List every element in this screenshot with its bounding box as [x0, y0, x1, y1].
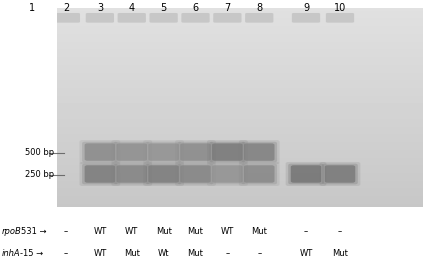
FancyBboxPatch shape: [82, 142, 118, 162]
Text: –: –: [225, 249, 230, 258]
Bar: [23, 68, 41, 71]
FancyBboxPatch shape: [180, 165, 211, 183]
FancyBboxPatch shape: [116, 143, 147, 161]
FancyBboxPatch shape: [146, 142, 181, 162]
FancyBboxPatch shape: [244, 165, 275, 183]
Text: 6: 6: [193, 3, 198, 13]
FancyBboxPatch shape: [143, 140, 184, 164]
Text: WT: WT: [125, 227, 139, 236]
FancyBboxPatch shape: [178, 142, 213, 162]
FancyBboxPatch shape: [320, 162, 360, 186]
Bar: [21, 45, 43, 50]
FancyBboxPatch shape: [292, 13, 320, 23]
Text: Wt: Wt: [158, 249, 170, 258]
Text: Mut: Mut: [251, 227, 267, 236]
Text: –: –: [64, 227, 68, 236]
FancyBboxPatch shape: [175, 162, 216, 186]
FancyBboxPatch shape: [181, 13, 210, 23]
Bar: [26, 107, 38, 109]
Bar: [24, 87, 40, 89]
FancyBboxPatch shape: [118, 13, 146, 23]
FancyBboxPatch shape: [178, 164, 213, 184]
Text: –: –: [338, 227, 342, 236]
FancyBboxPatch shape: [210, 142, 245, 162]
FancyBboxPatch shape: [325, 165, 355, 183]
FancyBboxPatch shape: [143, 162, 184, 186]
FancyBboxPatch shape: [79, 162, 120, 186]
Text: WT: WT: [221, 227, 234, 236]
FancyBboxPatch shape: [180, 143, 211, 161]
FancyBboxPatch shape: [286, 162, 326, 186]
FancyBboxPatch shape: [245, 13, 273, 23]
FancyBboxPatch shape: [148, 143, 179, 161]
Text: 5: 5: [161, 3, 167, 13]
FancyBboxPatch shape: [212, 143, 243, 161]
FancyBboxPatch shape: [239, 162, 280, 186]
Text: –: –: [257, 249, 261, 258]
FancyBboxPatch shape: [82, 164, 118, 184]
FancyBboxPatch shape: [18, 13, 46, 23]
Text: Mut: Mut: [187, 227, 204, 236]
Text: –: –: [304, 227, 308, 236]
Text: Mut: Mut: [332, 249, 348, 258]
Text: WT: WT: [93, 227, 107, 236]
FancyBboxPatch shape: [148, 165, 179, 183]
Text: 250 bp: 250 bp: [25, 170, 54, 179]
FancyBboxPatch shape: [175, 140, 216, 164]
Text: -15 →: -15 →: [20, 249, 43, 258]
FancyBboxPatch shape: [52, 13, 80, 23]
Text: –: –: [64, 249, 68, 258]
FancyBboxPatch shape: [114, 142, 150, 162]
Bar: [21, 35, 42, 39]
Text: 7: 7: [224, 3, 230, 13]
Text: 9: 9: [303, 3, 309, 13]
FancyBboxPatch shape: [322, 164, 358, 184]
Text: 2: 2: [63, 3, 69, 13]
FancyBboxPatch shape: [116, 165, 147, 183]
FancyBboxPatch shape: [111, 140, 152, 164]
Text: 1: 1: [29, 3, 35, 13]
FancyBboxPatch shape: [291, 165, 321, 183]
FancyBboxPatch shape: [244, 143, 275, 161]
Text: Mut: Mut: [187, 249, 204, 258]
FancyBboxPatch shape: [111, 162, 152, 186]
FancyBboxPatch shape: [241, 164, 277, 184]
FancyBboxPatch shape: [326, 13, 354, 23]
FancyBboxPatch shape: [207, 140, 248, 164]
FancyBboxPatch shape: [212, 165, 243, 183]
Text: Mut: Mut: [156, 227, 172, 236]
Text: 531 →: 531 →: [21, 227, 47, 236]
Text: 3: 3: [97, 3, 103, 13]
Bar: [21, 57, 42, 61]
Text: 10: 10: [334, 3, 346, 13]
Text: inhA: inhA: [2, 249, 21, 258]
FancyBboxPatch shape: [210, 164, 245, 184]
Text: 8: 8: [256, 3, 262, 13]
Text: 500 bp: 500 bp: [25, 149, 54, 157]
FancyBboxPatch shape: [114, 164, 150, 184]
FancyBboxPatch shape: [146, 164, 181, 184]
FancyBboxPatch shape: [86, 13, 114, 23]
Text: 4: 4: [129, 3, 135, 13]
FancyBboxPatch shape: [85, 143, 115, 161]
Text: rpoB: rpoB: [2, 227, 22, 236]
FancyBboxPatch shape: [213, 13, 241, 23]
FancyBboxPatch shape: [79, 140, 120, 164]
Text: WT: WT: [299, 249, 313, 258]
Text: Mut: Mut: [124, 249, 140, 258]
FancyBboxPatch shape: [85, 165, 115, 183]
Bar: [25, 101, 39, 103]
FancyBboxPatch shape: [150, 13, 178, 23]
Bar: [24, 94, 40, 96]
Bar: [23, 78, 40, 81]
FancyBboxPatch shape: [207, 162, 248, 186]
FancyBboxPatch shape: [288, 164, 324, 184]
FancyBboxPatch shape: [241, 142, 277, 162]
Text: WT: WT: [93, 249, 107, 258]
Bar: [20, 24, 43, 30]
FancyBboxPatch shape: [239, 140, 280, 164]
